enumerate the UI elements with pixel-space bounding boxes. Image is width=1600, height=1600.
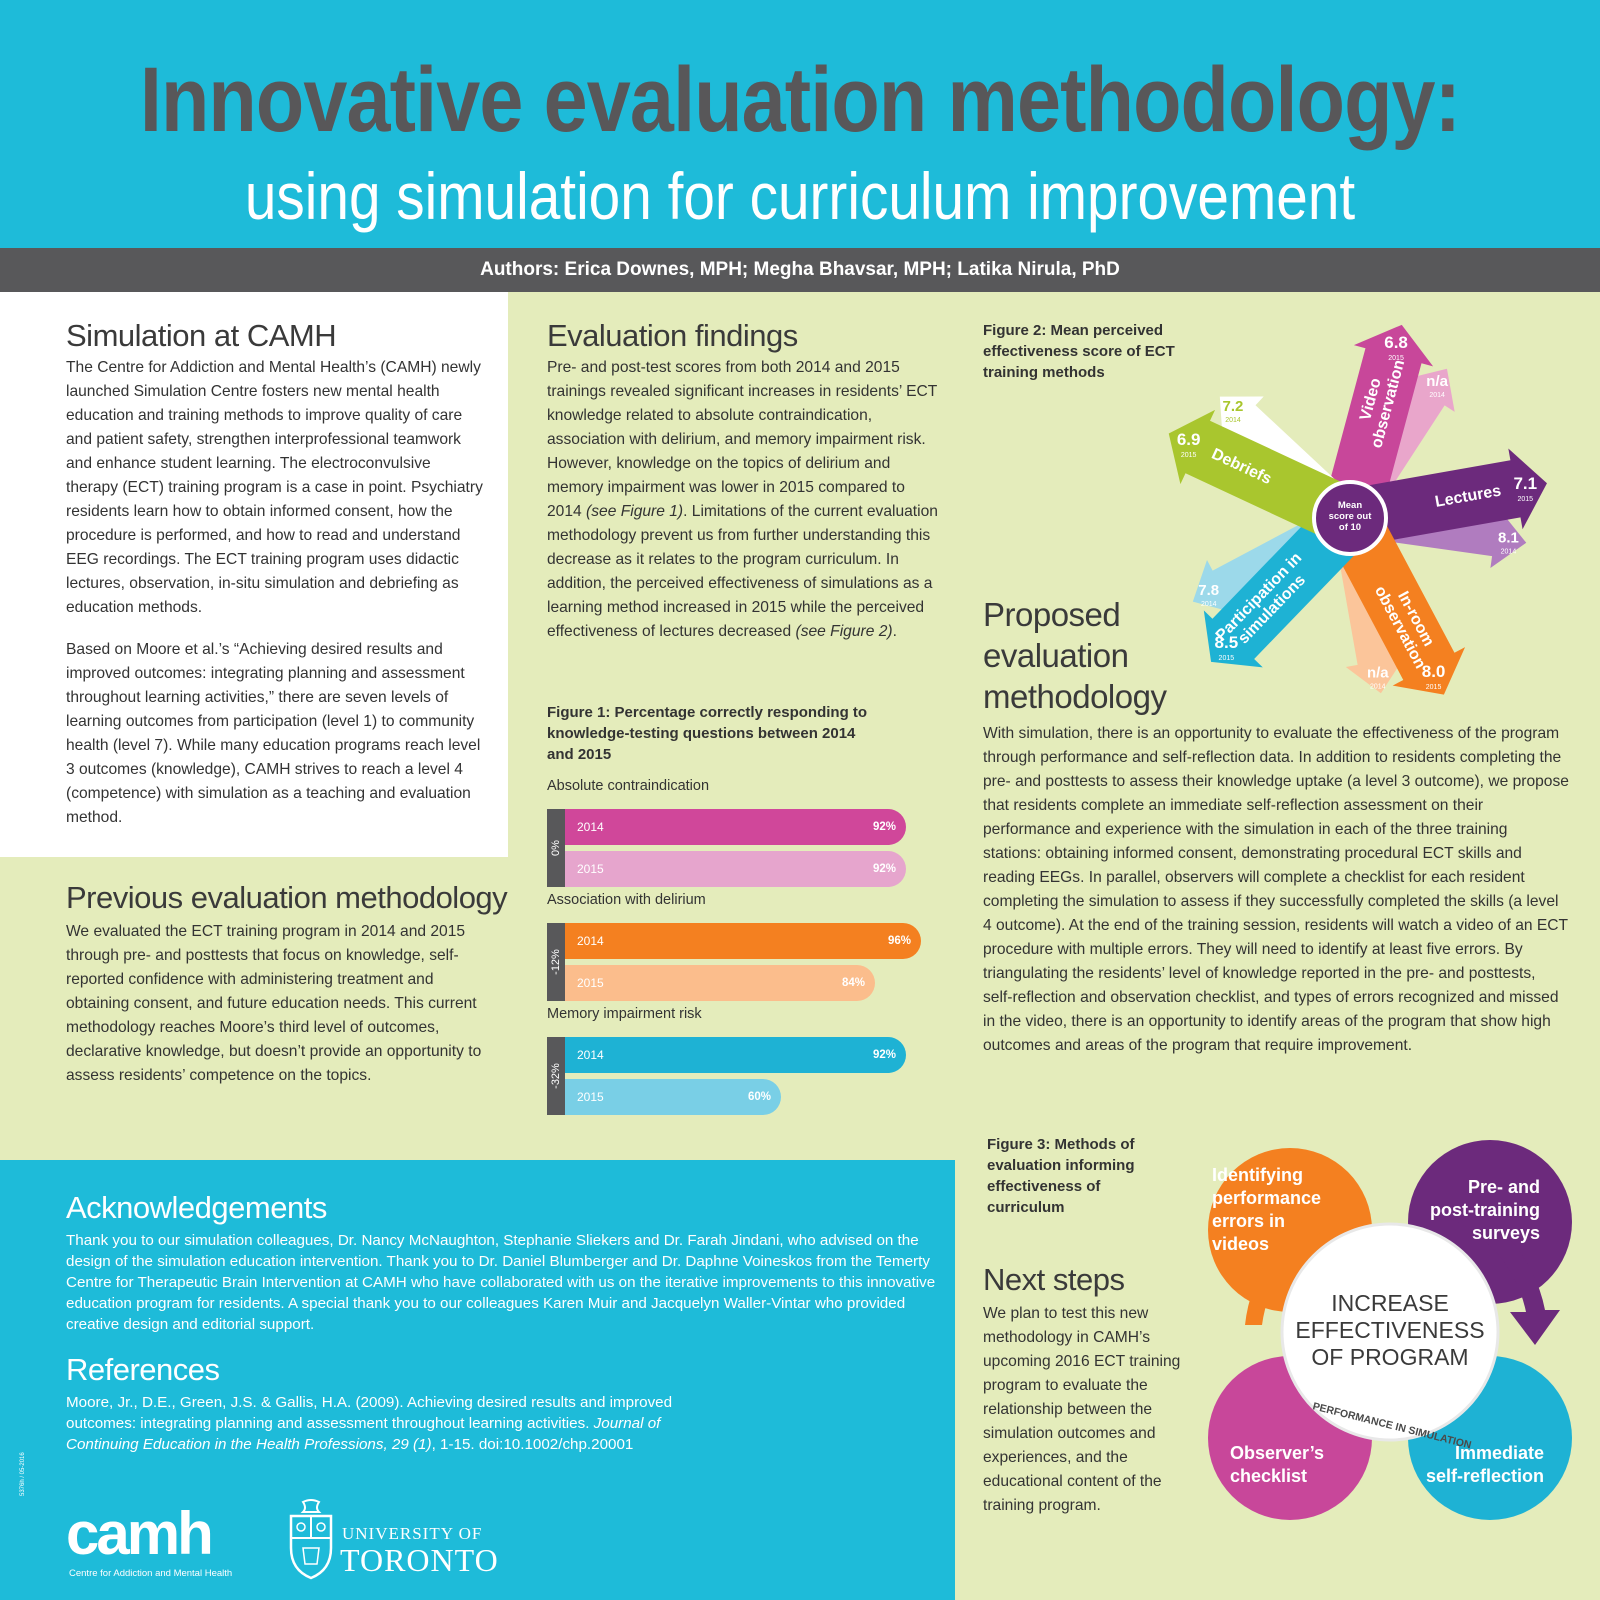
camh-logo-subtitle: Centre for Addiction and Mental Health — [69, 1568, 233, 1579]
year-2014: 2014 — [1429, 392, 1445, 399]
label-identifying-errors: Identifying performance errors in videos — [1212, 1165, 1322, 1254]
bar-value-label: 92% — [872, 821, 896, 833]
previous-paragraph: We evaluated the ECT training program in… — [66, 923, 482, 1084]
value-2015: 6.9 — [1177, 430, 1201, 449]
bar-value-label: 92% — [872, 863, 896, 875]
poster-subtitle: using simulation for curriculum improvem… — [244, 159, 1356, 233]
bar: 2015 60% — [565, 1079, 781, 1115]
value-2015: 6.8 — [1384, 333, 1408, 352]
refs-heading: References — [66, 1352, 220, 1387]
value-2014: n/a — [1426, 373, 1448, 390]
proposed-paragraph: With simulation, there is an opportunity… — [983, 725, 1569, 1054]
year-2014: 2014 — [1201, 601, 1217, 608]
reference-item: Moore, Jr., D.E., Green, J.S. & Gallis, … — [66, 1394, 673, 1453]
bar-year: 2014 — [577, 934, 604, 948]
label-checklist: Observer’s checklist — [1230, 1443, 1325, 1486]
arrow-purple — [1434, 1195, 1560, 1345]
bar: 2015 84% — [565, 965, 875, 1001]
previous-heading: Previous evaluation methodology — [66, 880, 508, 915]
bar: 2014 92% — [565, 1037, 906, 1073]
simulation-paragraph-1: The Centre for Addiction and Mental Heal… — [66, 359, 483, 616]
value-2015: 8.5 — [1215, 633, 1239, 652]
simulation-heading: Simulation at CAMH — [66, 318, 337, 353]
findings-heading: Evaluation findings — [547, 318, 798, 353]
change-tag: -12% — [547, 923, 565, 1001]
next-paragraph: We plan to test this new methodology in … — [983, 1305, 1181, 1514]
value-2014: 7.2 — [1223, 398, 1244, 415]
value-2014: 8.1 — [1498, 529, 1519, 546]
bar-year: 2015 — [577, 862, 604, 876]
ack-paragraph: Thank you to our simulation colleagues, … — [66, 1232, 936, 1333]
bar-group-label: Association with delirium — [547, 892, 706, 908]
acknowledgements-panel — [0, 1160, 955, 1600]
arrow-2015 — [1321, 324, 1434, 526]
figure1-chart: Absolute contraindication 0% 2014 92% 2015 92… — [547, 778, 947, 1122]
bar-group-label: Absolute contraindication — [547, 778, 710, 794]
proposed-heading: Proposed evaluation methodology — [983, 596, 1167, 715]
uoft-logo-line1: UNIVERSITY OF — [342, 1524, 483, 1543]
label-surveys: Pre- and post-training surveys — [1430, 1177, 1540, 1243]
bar-value-label: 96% — [887, 935, 911, 947]
year-2014: 2014 — [1370, 684, 1386, 691]
change-tag: -32% — [547, 1037, 565, 1115]
bar-year: 2014 — [577, 1048, 604, 1062]
value-2014: n/a — [1367, 665, 1389, 682]
bar: 2015 92% — [565, 851, 906, 887]
poster-title: Innovative evaluation methodology: — [139, 49, 1461, 151]
arrow-2015 — [1344, 448, 1547, 547]
year-2015: 2015 — [1518, 496, 1534, 503]
bar-value-label: 92% — [872, 1049, 896, 1061]
year-2015: 2015 — [1388, 355, 1404, 362]
center-label: Mean — [1338, 500, 1362, 511]
figure2-caption: Figure 2: Mean perceived effectiveness s… — [983, 322, 1175, 381]
authors-bar: Authors: Erica Downes, MPH; Megha Bhavsa… — [0, 248, 1600, 292]
bar-year: 2015 — [577, 976, 604, 990]
center-badge — [1312, 480, 1388, 556]
center-label: INCREASE EFFECTIVENESS OF PROGRAM — [1295, 1290, 1485, 1370]
figure1-caption: Figure 1: Percentage correctly respondin… — [547, 704, 868, 763]
findings-paragraph: Pre- and post-test scores from both 2014… — [547, 359, 938, 640]
year-2014: 2014 — [1501, 548, 1517, 555]
year-2014: 2014 — [1225, 417, 1241, 424]
value-2015: 8.0 — [1422, 662, 1446, 681]
bar-group-label: Memory impairment risk — [547, 1006, 702, 1022]
camh-logo: camh — [66, 1500, 214, 1567]
bar-value-label: 84% — [841, 977, 865, 989]
arrow-2015-group: Videoobservation — [1321, 324, 1434, 526]
uoft-logo-line2: TORONTO — [340, 1542, 499, 1578]
value-2014: 7.8 — [1198, 582, 1219, 599]
uoft-crest-icon — [289, 1499, 333, 1580]
simulation-panel — [0, 292, 508, 857]
year-2015: 2015 — [1181, 452, 1197, 459]
bar: 2014 96% — [565, 923, 921, 959]
change-tag: 0% — [547, 809, 565, 887]
value-2015: 7.1 — [1513, 474, 1537, 493]
arrow-orange — [1245, 1190, 1365, 1325]
year-2015: 2015 — [1219, 655, 1235, 662]
simulation-paragraph-2: Based on Moore et al.’s “Achieving desir… — [66, 641, 481, 826]
bar-year: 2015 — [577, 1090, 604, 1104]
label-self-reflection: Immediate self-reflection — [1425, 1443, 1544, 1486]
header-band — [0, 0, 1600, 248]
center-label: score out — [1329, 511, 1373, 522]
bar-value-label: 60% — [747, 1091, 771, 1103]
next-heading: Next steps — [983, 1262, 1125, 1297]
bar: 2014 92% — [565, 809, 906, 845]
year-2015: 2015 — [1426, 684, 1442, 691]
figure3-diagram — [1208, 1140, 1572, 1520]
figure3-caption: Figure 3: Methods of evaluation informin… — [987, 1136, 1135, 1216]
print-code: 5376h / 05-2016 — [20, 1452, 26, 1496]
center-circle — [1280, 1222, 1500, 1442]
ack-heading: Acknowledgements — [66, 1190, 327, 1225]
arrow-2015-group: Lectures — [1344, 448, 1547, 547]
center-label: of 10 — [1339, 522, 1361, 533]
bar-year: 2014 — [577, 820, 604, 834]
